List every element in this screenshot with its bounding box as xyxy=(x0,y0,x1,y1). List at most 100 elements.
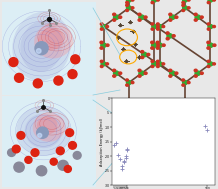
Circle shape xyxy=(100,28,103,30)
Point xyxy=(203,124,207,127)
FancyBboxPatch shape xyxy=(0,0,100,98)
Circle shape xyxy=(194,13,197,15)
Circle shape xyxy=(157,65,159,67)
Circle shape xyxy=(73,152,81,159)
Circle shape xyxy=(138,69,141,72)
Circle shape xyxy=(119,16,122,18)
Circle shape xyxy=(157,23,159,25)
Circle shape xyxy=(54,76,63,85)
Circle shape xyxy=(175,72,178,74)
Circle shape xyxy=(50,158,57,165)
Circle shape xyxy=(170,71,175,75)
Circle shape xyxy=(138,75,141,77)
Circle shape xyxy=(151,23,154,25)
Circle shape xyxy=(213,44,216,46)
Circle shape xyxy=(141,52,147,57)
Circle shape xyxy=(207,28,210,30)
Circle shape xyxy=(14,162,24,172)
Circle shape xyxy=(213,26,215,28)
Circle shape xyxy=(195,15,200,19)
Ellipse shape xyxy=(16,106,71,156)
Circle shape xyxy=(213,0,215,1)
Circle shape xyxy=(208,25,213,29)
Circle shape xyxy=(64,166,71,172)
Circle shape xyxy=(170,15,175,19)
Circle shape xyxy=(162,63,165,65)
Circle shape xyxy=(114,71,119,75)
Circle shape xyxy=(139,15,144,19)
Circle shape xyxy=(101,25,106,29)
Circle shape xyxy=(100,60,103,62)
Point xyxy=(116,153,120,156)
Point xyxy=(205,129,209,132)
Point xyxy=(126,147,129,150)
Circle shape xyxy=(56,147,64,155)
Circle shape xyxy=(114,15,119,19)
Ellipse shape xyxy=(34,23,73,59)
Circle shape xyxy=(38,133,42,137)
Circle shape xyxy=(35,42,48,55)
Circle shape xyxy=(152,25,157,29)
Circle shape xyxy=(126,84,128,86)
Circle shape xyxy=(183,6,187,10)
Circle shape xyxy=(151,47,154,49)
Circle shape xyxy=(157,43,162,47)
Circle shape xyxy=(8,149,15,156)
Circle shape xyxy=(126,79,128,81)
Circle shape xyxy=(195,71,200,75)
Circle shape xyxy=(113,19,116,21)
Point xyxy=(114,142,118,145)
Circle shape xyxy=(106,63,109,65)
Circle shape xyxy=(113,75,116,77)
Circle shape xyxy=(126,81,131,84)
Circle shape xyxy=(31,149,39,156)
Ellipse shape xyxy=(33,113,65,142)
Circle shape xyxy=(182,84,185,86)
Circle shape xyxy=(126,9,128,12)
Circle shape xyxy=(194,75,197,77)
Circle shape xyxy=(207,47,210,49)
Circle shape xyxy=(157,60,159,62)
Circle shape xyxy=(169,19,172,21)
Circle shape xyxy=(101,62,106,66)
Circle shape xyxy=(151,60,154,62)
Circle shape xyxy=(200,16,203,18)
Circle shape xyxy=(113,13,116,15)
Circle shape xyxy=(66,129,74,136)
Circle shape xyxy=(151,28,154,30)
Circle shape xyxy=(138,13,141,15)
Ellipse shape xyxy=(37,116,58,135)
Circle shape xyxy=(131,0,134,1)
Circle shape xyxy=(36,49,41,53)
Point xyxy=(122,160,125,163)
Circle shape xyxy=(194,69,197,72)
Circle shape xyxy=(207,60,210,62)
Circle shape xyxy=(183,81,187,84)
Ellipse shape xyxy=(20,21,63,72)
Circle shape xyxy=(182,9,185,12)
Circle shape xyxy=(113,69,116,72)
Circle shape xyxy=(152,43,157,47)
Circle shape xyxy=(144,16,147,18)
Circle shape xyxy=(208,43,213,47)
Circle shape xyxy=(139,71,144,75)
Circle shape xyxy=(151,2,154,4)
Circle shape xyxy=(166,32,169,34)
Circle shape xyxy=(157,28,159,30)
Circle shape xyxy=(167,34,172,38)
Circle shape xyxy=(36,166,47,176)
Circle shape xyxy=(208,62,213,66)
Circle shape xyxy=(68,70,77,79)
Circle shape xyxy=(162,26,165,28)
Circle shape xyxy=(12,145,20,153)
Circle shape xyxy=(9,58,18,67)
Y-axis label: Adsorption Energy (kJ/mol): Adsorption Energy (kJ/mol) xyxy=(100,118,104,166)
Point xyxy=(124,155,127,158)
Circle shape xyxy=(100,47,103,49)
Circle shape xyxy=(144,72,147,74)
Point xyxy=(120,165,124,168)
Circle shape xyxy=(33,79,42,88)
Circle shape xyxy=(157,62,162,66)
Circle shape xyxy=(25,156,32,163)
Circle shape xyxy=(147,53,150,56)
